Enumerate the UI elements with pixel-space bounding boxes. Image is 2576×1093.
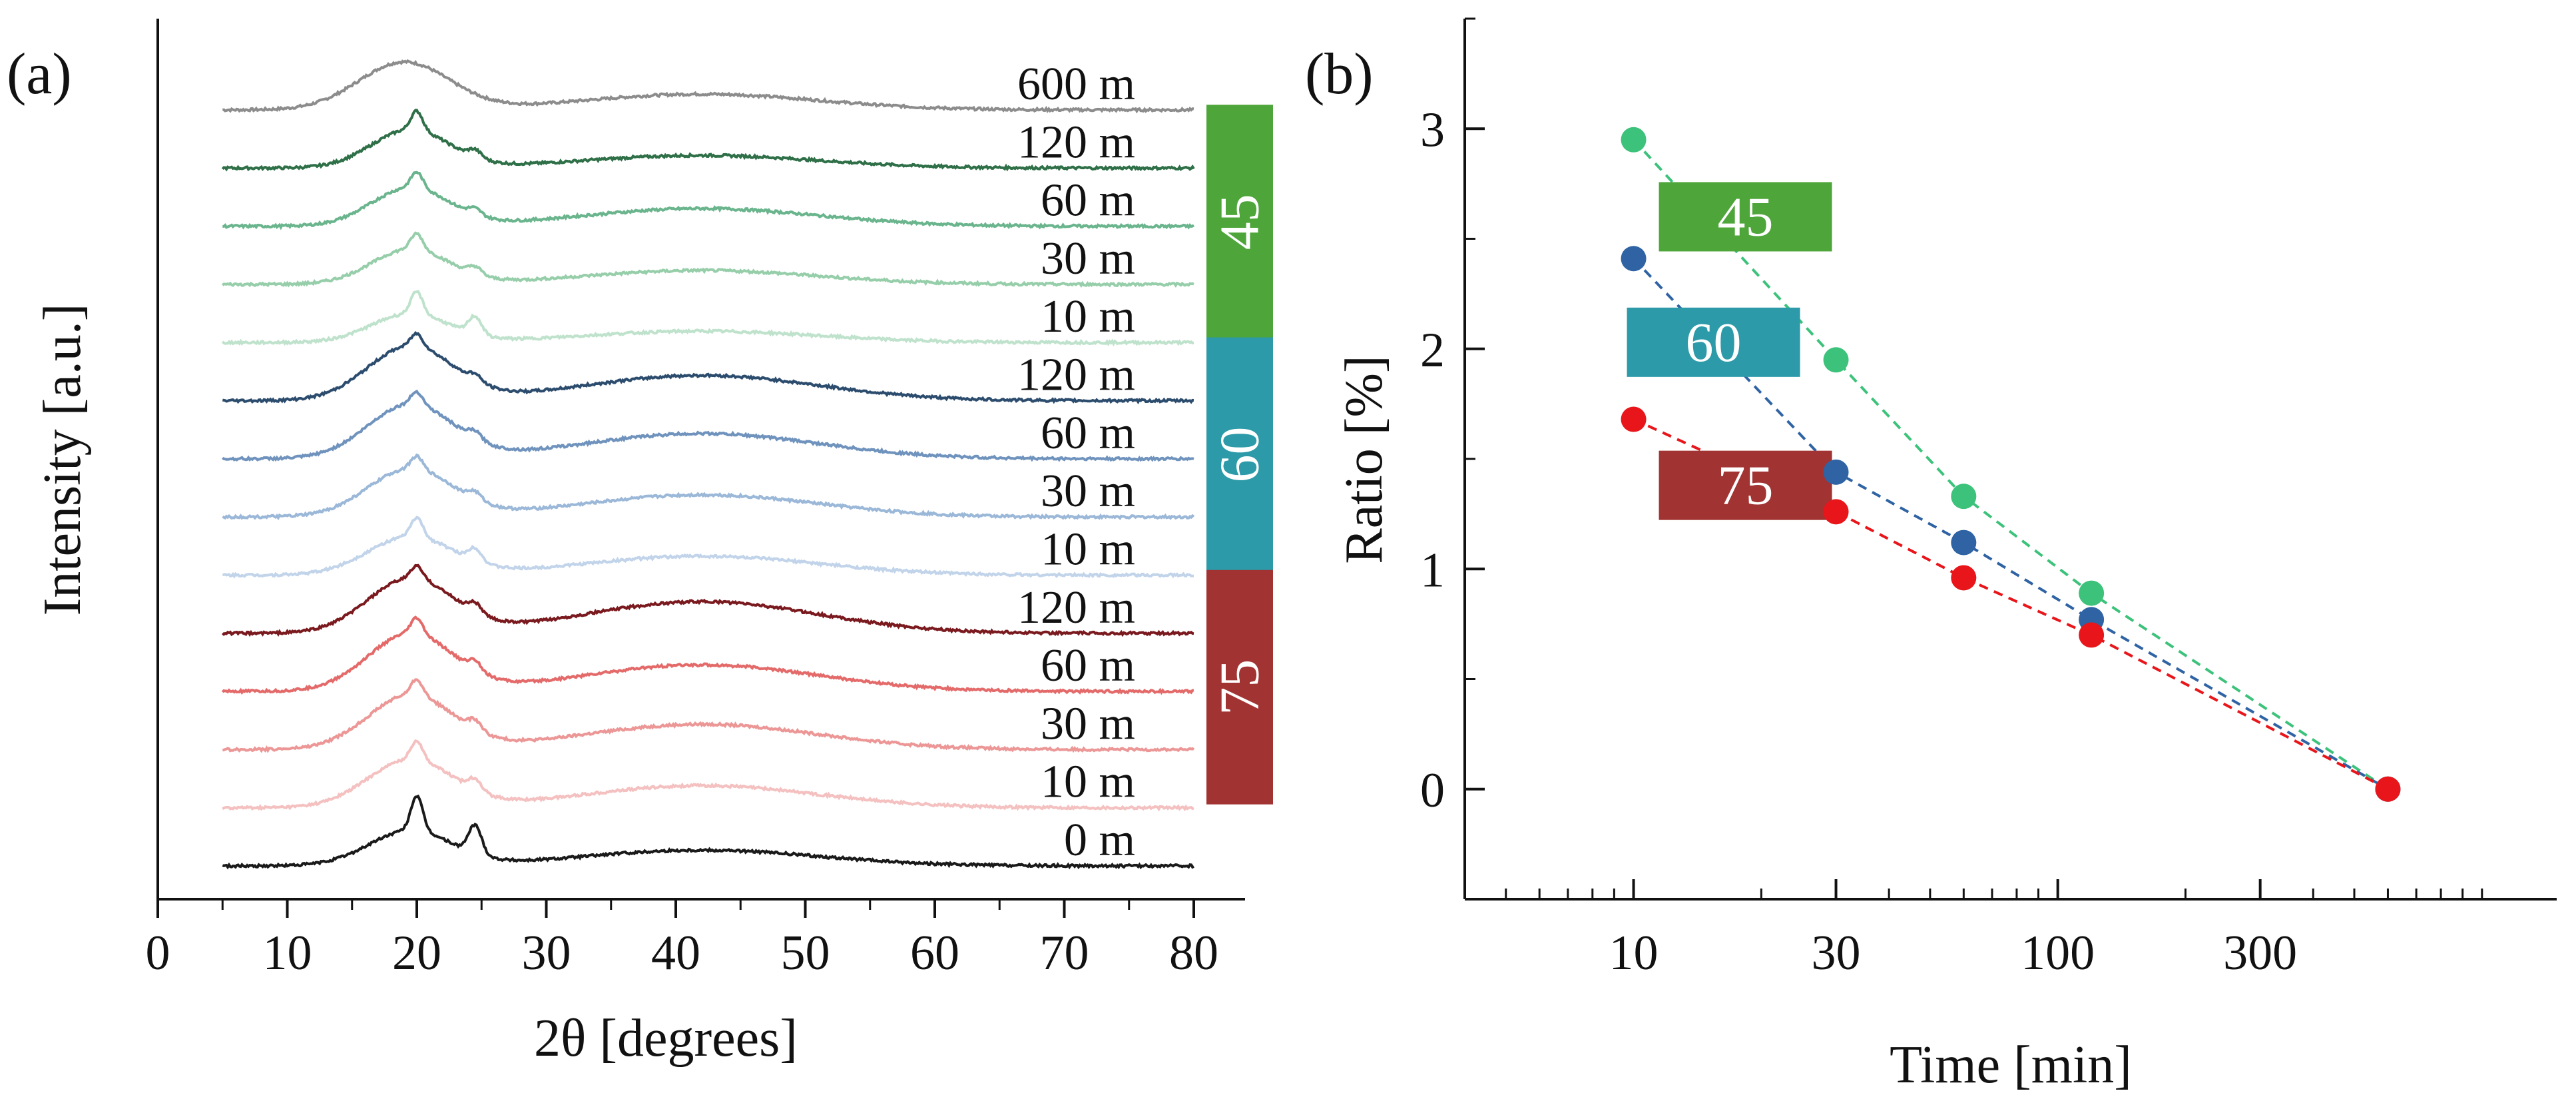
panel-a-trace: [222, 795, 1194, 870]
panel-b-x-tick-label: 300: [2223, 926, 2297, 980]
panel-a-trace: [222, 453, 1195, 521]
panel-a-x-tick-label: 50: [781, 926, 830, 980]
panel-b-legend-box: [1627, 307, 1800, 377]
panel-b-ticks: 0 1 2 3 10 30 100 300: [1420, 17, 2483, 980]
panel-b-point: [1621, 246, 1647, 272]
panel-b-point: [2375, 776, 2401, 802]
panel-b-y-tick-label: 3: [1420, 103, 1445, 157]
panel-a-trace: [221, 615, 1194, 695]
panel-b-point: [1951, 565, 1977, 591]
panel-b-legend-label: 75: [1718, 455, 1774, 517]
panel-b-y-tick-label: 0: [1420, 763, 1445, 818]
panel-b-point: [1951, 484, 1977, 510]
panel-a-x-tick-label: 80: [1169, 926, 1218, 980]
panel-a-trace-label: 60 m: [1041, 408, 1135, 459]
panel-b-legend-box: [1659, 450, 1832, 520]
panel-a-x-tick-label: 60: [910, 926, 959, 980]
panel-a-trace-label: 120 m: [1017, 117, 1135, 168]
panel-a-x-tick-label: 40: [651, 926, 700, 980]
panel-a-group-label: 60: [1209, 427, 1271, 483]
panel-b-x-tick-label: 10: [1609, 926, 1659, 980]
panel-a-trace-label: 60 m: [1041, 640, 1135, 691]
panel-a-group-box: [1206, 569, 1273, 805]
panel-b-label: (b): [1305, 42, 1374, 107]
panel-a-trace-label: 60 m: [1041, 175, 1135, 226]
panel-b-x-tick-label: 30: [1812, 926, 1861, 980]
panel-a-traces: 600 m 120 m 60 m 30 m 10 m 120 m 60 m 30 m 10 m 1…: [221, 59, 1195, 870]
panel-a-trace-label: 10 m: [1041, 291, 1135, 342]
panel-a-trace-label: 30 m: [1041, 466, 1135, 517]
panel-b-point: [1621, 406, 1647, 432]
panel-a-trace: [221, 563, 1194, 637]
panel-b-y-tick-label: 1: [1420, 543, 1445, 597]
panel-a-x-ticks: 0 10 20 30 40 50 60 70 80: [146, 899, 1218, 980]
panel-a-trace: [222, 59, 1194, 114]
panel-a-x-tick-label: 20: [392, 926, 441, 980]
panel-a-x-axis-title: 2θ [degrees]: [534, 1009, 798, 1068]
panel-a-x-tick-label: 10: [263, 926, 312, 980]
panel-b-point: [2079, 622, 2105, 648]
panel-b-x-axis-title: Time [min]: [1890, 1036, 2132, 1093]
panel-b-ratio-chart: (b) 0 1 2 3 10 30 100 300 45 60 75 Time [min] Rat…: [1305, 17, 2557, 1093]
panel-b-legend-box: [1659, 182, 1832, 252]
panel-a-trace: [222, 330, 1194, 405]
panel-a-trace: [221, 109, 1195, 172]
panel-a-trace-label: 10 m: [1041, 757, 1135, 808]
panel-a-label: (a): [7, 42, 72, 107]
panel-a-trace-label: 120 m: [1017, 582, 1135, 633]
panel-b-y-axis-title: Ratio [%]: [1335, 355, 1394, 563]
panel-a-group-boxes: 45 60 75: [1206, 105, 1273, 805]
panel-a-x-tick-label: 0: [146, 926, 170, 980]
panel-b-point: [1621, 127, 1647, 153]
panel-a-trace: [222, 739, 1194, 812]
panel-a-trace-label: 30 m: [1041, 233, 1135, 284]
panel-a-trace: [222, 516, 1194, 579]
panel-a-trace: [222, 390, 1194, 462]
panel-a-group-box: [1206, 105, 1273, 340]
panel-b-point: [2079, 580, 2105, 606]
panel-a-group-label: 45: [1209, 194, 1271, 250]
panel-b-point: [1951, 530, 1977, 555]
panel-b-legend-boxes: 45 60 75: [1627, 182, 1832, 520]
panel-b-legend-label: 45: [1718, 186, 1774, 248]
panel-b-points: [1621, 127, 2401, 802]
panel-a-x-tick-label: 30: [522, 926, 571, 980]
panel-b-y-tick-label: 2: [1420, 323, 1445, 378]
panel-b-point: [1823, 459, 1849, 485]
panel-a-x-tick-label: 70: [1040, 926, 1089, 980]
panel-a-trace: [221, 290, 1194, 347]
panel-a-trace: [222, 171, 1195, 230]
panel-b-point: [1823, 347, 1849, 373]
panel-a-trace-label: 30 m: [1041, 698, 1135, 749]
panel-a-trace: [221, 231, 1194, 288]
panel-a-group-label: 75: [1209, 659, 1271, 715]
panel-a-y-axis-title: Intensity [a.u.]: [33, 304, 92, 616]
panel-b-legend-label: 60: [1686, 312, 1742, 374]
panel-a-trace-label: 600 m: [1017, 59, 1135, 110]
panel-b-x-tick-label: 100: [2021, 926, 2095, 980]
panel-a-trace: [222, 678, 1195, 753]
panel-a-group-box: [1206, 337, 1273, 572]
panel-a-trace-label: 0 m: [1064, 815, 1135, 866]
panel-a-trace-label: 120 m: [1017, 350, 1135, 401]
panel-a-trace-label: 10 m: [1041, 524, 1135, 575]
panel-b-point: [1823, 499, 1849, 525]
